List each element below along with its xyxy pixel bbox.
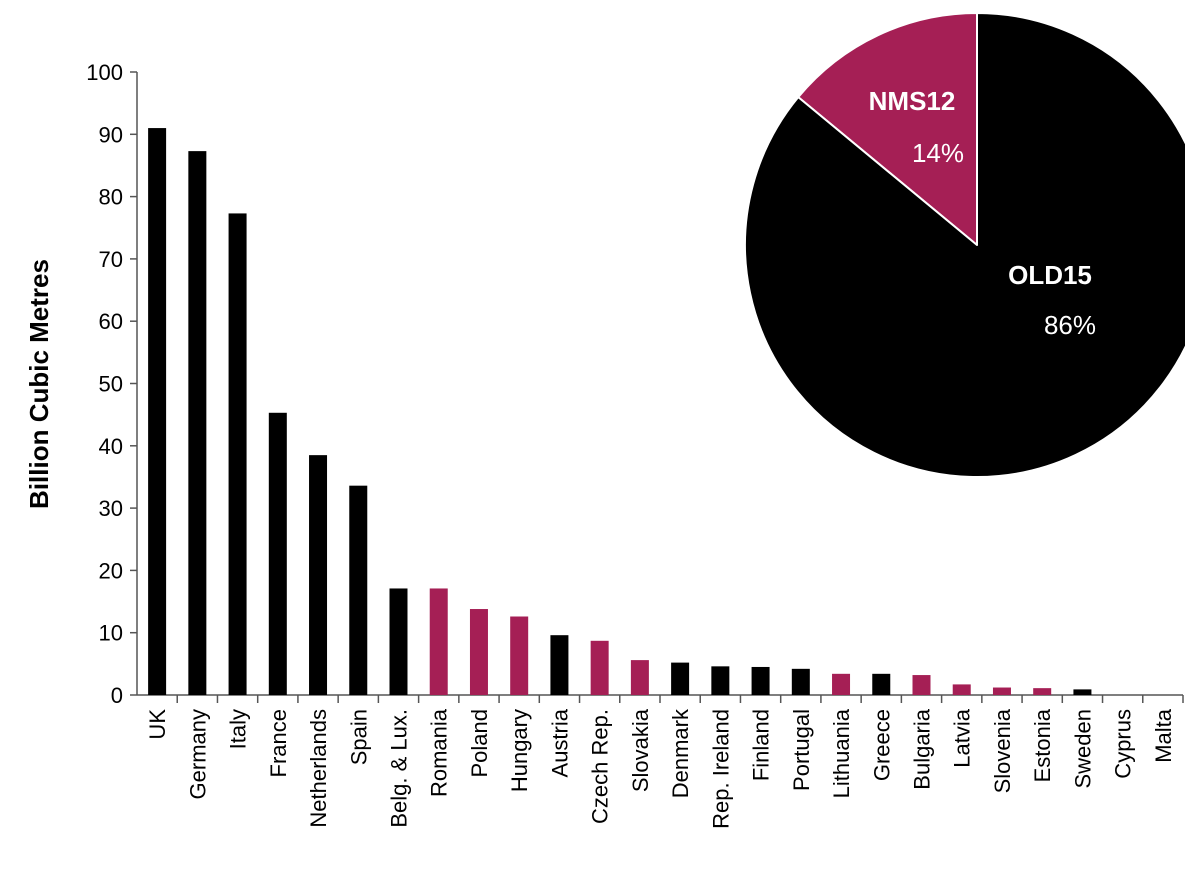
bar-latvia [952, 684, 971, 695]
x-category-label: Estonia [1030, 708, 1055, 782]
x-category-label: Slovenia [990, 708, 1015, 793]
x-category-label: Hungary [507, 709, 532, 792]
bar-netherlands [309, 455, 328, 695]
x-category-label: Bulgaria [910, 708, 935, 789]
y-tick-label: 100 [86, 60, 123, 85]
bar-hungary [510, 616, 529, 695]
y-axis-title: Billion Cubic Metres [24, 259, 54, 509]
pie-slice-nms12 [797, 12, 978, 246]
x-category-label: Italy [226, 709, 251, 749]
x-category-label: Rep. Ireland [708, 709, 733, 829]
x-category-label: Spain [346, 709, 371, 765]
x-category-label: UK [145, 709, 170, 740]
x-category-label: France [266, 709, 291, 777]
pie-label-old15-name: OLD15 [1008, 260, 1092, 290]
x-category-label: Romania [427, 708, 452, 797]
bar-slovakia [630, 660, 649, 695]
bar-chart: 0 10 20 30 40 50 60 70 80 90 100 Billion Cubic Metr… [24, 60, 1184, 829]
bar-bulgaria [912, 675, 931, 695]
x-category-label: Sweden [1070, 709, 1095, 789]
bar-czech-rep- [590, 640, 609, 695]
y-tick-label: 30 [99, 496, 123, 521]
bar-germany [188, 151, 207, 696]
bar-romania [429, 588, 448, 695]
bar-denmark [671, 662, 690, 695]
bar-austria [550, 635, 569, 695]
pie-label-nms12-value: 14% [912, 138, 964, 168]
x-category-label: Portugal [789, 709, 814, 791]
bar-poland [469, 609, 488, 695]
y-tick-label: 80 [99, 185, 123, 210]
y-tick-label: 90 [99, 122, 123, 147]
x-category-label: Belg. & Lux. [387, 709, 412, 828]
y-tick-label: 70 [99, 247, 123, 272]
x-category-label: Germany [185, 709, 210, 799]
bar-estonia [1033, 688, 1052, 695]
pie-chart: NMS12 14% OLD15 86% [744, 12, 1185, 478]
y-tick-label: 50 [99, 372, 123, 397]
bar-spain [349, 485, 368, 695]
bar-portugal [791, 668, 810, 695]
x-category-label: Netherlands [306, 709, 331, 828]
bar-lithuania [832, 673, 851, 695]
bar-greece [872, 673, 891, 695]
y-tick-label: 10 [99, 621, 123, 646]
x-category-label: Denmark [668, 708, 693, 798]
x-category-label: Austria [547, 708, 572, 777]
y-tick-label: 40 [99, 434, 123, 459]
bar-finland [751, 666, 770, 695]
bar-italy [228, 213, 247, 695]
x-category-label: Cyprus [1111, 709, 1136, 779]
pie-slice-old15 [744, 12, 1185, 478]
bar-slovenia [992, 687, 1011, 695]
y-tick-label: 0 [111, 683, 123, 708]
bar-sweden [1073, 689, 1092, 695]
bar-uk [148, 128, 167, 695]
bar-belg-lux- [389, 588, 408, 695]
x-category-label: Lithuania [829, 708, 854, 798]
x-category-label: Poland [467, 709, 492, 778]
y-tick-label: 20 [99, 558, 123, 583]
bar-france [268, 412, 287, 695]
bar-rep-ireland [711, 666, 730, 695]
y-tick-label: 60 [99, 309, 123, 334]
x-category-label: Malta [1151, 708, 1176, 763]
pie-label-old15-value: 86% [1044, 310, 1096, 340]
x-category-label: Slovakia [628, 708, 653, 792]
x-category-label: Greece [869, 709, 894, 781]
x-category-label: Latvia [950, 708, 975, 767]
x-category-label: Finland [749, 709, 774, 781]
pie-label-nms12-name: NMS12 [869, 86, 956, 116]
x-category-label: Czech Rep. [588, 709, 613, 824]
